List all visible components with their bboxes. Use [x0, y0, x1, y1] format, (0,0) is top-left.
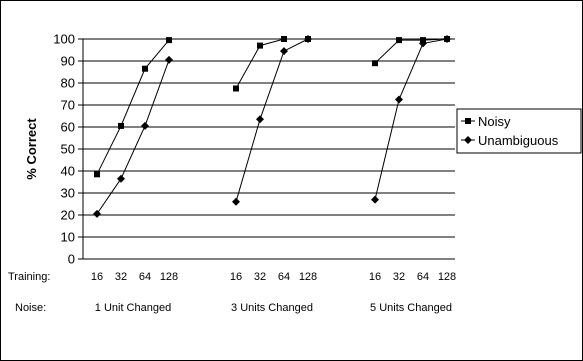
y-tick-label: 50 [61, 142, 75, 157]
x-tick-label: 32 [393, 271, 405, 283]
data-point-noisy [396, 37, 402, 44]
series-noisy [94, 36, 450, 178]
data-point-noisy [372, 60, 378, 67]
data-point-unambiguous [141, 121, 149, 130]
data-point-unambiguous [395, 95, 403, 104]
data-point-noisy [166, 37, 172, 44]
data-point-noisy [142, 65, 148, 72]
legend-label-noisy: Noisy [478, 114, 511, 129]
noise-row-label: Noise: [15, 302, 46, 314]
data-point-unambiguous [304, 35, 312, 43]
group-label: 1 Unit Changed [95, 302, 171, 314]
series-unambiguous [93, 35, 451, 218]
series-line-noisy [96, 39, 170, 175]
x-tick-label: 64 [139, 271, 151, 283]
group-label: 5 Units Changed [370, 302, 452, 314]
y-tick-label: 60 [61, 120, 75, 135]
data-point-noisy [257, 42, 263, 49]
x-tick-label: 64 [417, 271, 429, 283]
x-tick-label: 128 [299, 271, 317, 283]
y-tick-label: 80 [61, 76, 75, 91]
y-tick-label: 30 [61, 186, 75, 201]
y-tick-label: 90 [61, 54, 75, 69]
x-tick-label: 16 [91, 271, 103, 283]
data-point-noisy [281, 36, 287, 42]
y-tick-labels: 0 10 20 30 40 50 60 70 80 90 100 [53, 32, 83, 267]
data-point-unambiguous [419, 39, 427, 48]
data-point-noisy [94, 171, 100, 178]
y-tick-label: 40 [61, 164, 75, 179]
data-point-unambiguous [93, 209, 101, 218]
series-line-unambiguous [96, 59, 170, 215]
group-labels: 1 Unit Changed 3 Units Changed 5 Units Cha… [95, 302, 452, 314]
x-tick-labels: 16 32 64 128 16 32 64 128 16 32 64 128 [91, 271, 456, 283]
series-line-unambiguous [374, 38, 448, 200]
series-line-noisy [374, 38, 448, 64]
series [93, 35, 451, 218]
series-line-unambiguous [235, 38, 309, 202]
data-point-unambiguous [165, 55, 173, 64]
x-tick-label: 32 [115, 271, 127, 283]
legend-label-unambiguous: Unambiguous [478, 133, 559, 148]
y-tick-label: 100 [53, 32, 75, 47]
legend-box [456, 108, 582, 154]
group-label: 3 Units Changed [231, 302, 313, 314]
data-point-unambiguous [371, 195, 379, 204]
data-point-noisy [118, 122, 124, 129]
x-tick-label: 32 [254, 271, 266, 283]
x-tick-label: 16 [369, 271, 381, 283]
data-point-noisy [233, 85, 239, 92]
y-tick-label: 70 [61, 98, 75, 113]
data-point-unambiguous [280, 47, 288, 56]
y-tick-label: 10 [61, 230, 75, 245]
legend: Noisy Unambiguous [456, 108, 582, 154]
data-point-unambiguous [232, 197, 240, 206]
legend-items: Noisy Unambiguous [461, 114, 559, 148]
y-axis-label: % Correct [24, 118, 39, 180]
grid [83, 38, 455, 260]
training-row-label: Training: [8, 271, 50, 283]
y-tick-label: 20 [61, 208, 75, 223]
x-tick-label: 16 [230, 271, 242, 283]
data-point-unambiguous [117, 174, 125, 183]
data-point-unambiguous [256, 115, 264, 124]
series-line-noisy [235, 38, 308, 89]
legend-marker-unambiguous [464, 136, 472, 144]
data-point-unambiguous [443, 35, 451, 43]
y-tick-label: 0 [68, 252, 75, 267]
x-tick-label: 128 [160, 271, 178, 283]
x-tick-label: 64 [278, 271, 290, 283]
legend-marker-noisy [465, 118, 471, 124]
x-tick-label: 128 [438, 271, 456, 283]
